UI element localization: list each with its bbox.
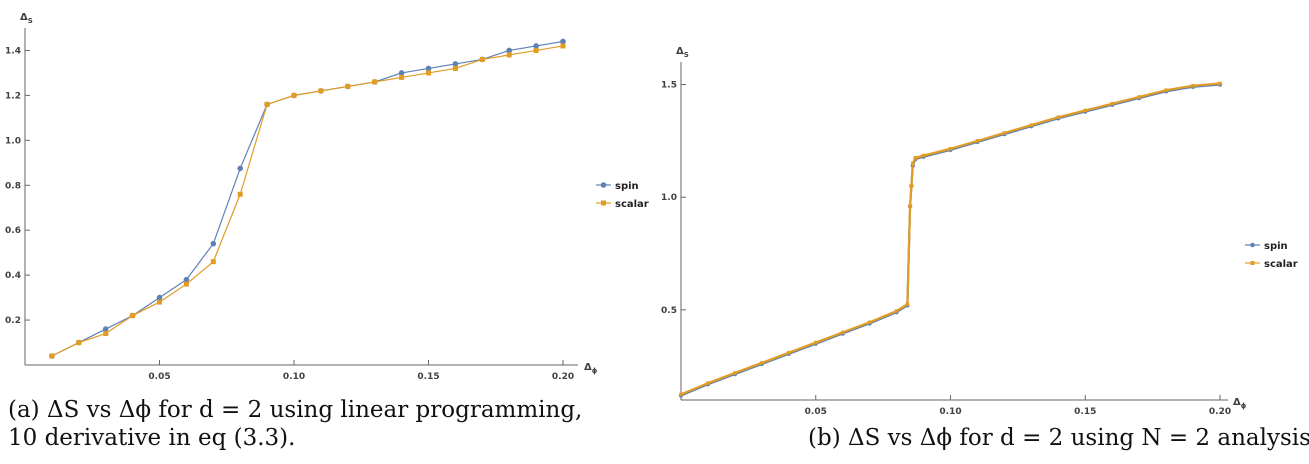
chart-b-y-tick-label: 1.5 — [661, 81, 677, 91]
chart-a-point-scalar — [49, 353, 55, 359]
chart-a-point-spin — [183, 276, 190, 283]
chart-b-point-scalar — [905, 302, 910, 306]
chart-a-x-tick-label: 0.10 — [283, 372, 305, 382]
chart-b-point-scalar — [814, 340, 818, 345]
chart-a-y-label: ΔS — [20, 12, 33, 25]
chart-b-point-scalar — [840, 330, 845, 335]
caption-a: (a) ΔS vs Δϕ for d = 2 using linear prog… — [8, 396, 582, 452]
chart-a-point-spin — [506, 47, 512, 54]
chart-b-point-scalar — [1056, 115, 1061, 119]
chart-b-point-scalar — [760, 361, 764, 365]
chart-b-point-scalar — [911, 161, 915, 166]
chart-a-legend: spin scalar — [596, 181, 649, 210]
chart-b-point-scalar — [679, 392, 683, 397]
chart-a-point-scalar — [318, 88, 324, 94]
chart-a-y-tick-label: 0.6 — [5, 226, 21, 236]
chart-a-point-scalar — [291, 92, 297, 98]
chart-a-series-scalar-line — [51, 45, 564, 357]
chart-b: 0.05 0.10 0.15 0.20 0.5 1.0 1.5 ΔS Δϕ spin sc… — [661, 46, 1298, 417]
chart-a-point-scalar — [479, 56, 485, 62]
chart-a-point-spin — [210, 240, 217, 247]
chart-a-y-tick-label: 0.8 — [5, 181, 21, 191]
chart-a-point-scalar — [560, 43, 566, 49]
chart-b-x-tick-label: 0.15 — [1074, 407, 1096, 417]
chart-b-point-scalar — [913, 156, 918, 160]
chart-b-point-scalar — [1218, 81, 1222, 86]
chart-b-y-tick-label: 1.0 — [661, 193, 677, 203]
chart-a-point-scalar — [76, 340, 82, 346]
chart-b-point-scalar — [975, 139, 980, 143]
chart-a-point-scalar — [506, 52, 512, 58]
chart-a-x-label: Δϕ — [584, 362, 598, 375]
chart-a-x-tick-label: 0.20 — [552, 372, 574, 382]
chart-b-point-scalar — [1110, 101, 1114, 106]
chart-b-point-scalar — [787, 350, 791, 355]
chart-a-point-spin — [560, 38, 566, 45]
chart-b-point-scalar — [867, 320, 872, 325]
chart-a-point-spin — [425, 65, 432, 72]
chart-a-point-spin — [533, 43, 539, 49]
chart-b-x-tick-label: 0.20 — [1209, 407, 1231, 417]
chart-b-point-scalar — [948, 147, 953, 151]
chart-a-x-tick-label: 0.15 — [417, 372, 439, 382]
chart-b-legend-spin: spin — [1264, 241, 1288, 252]
chart-a-point-scalar — [533, 47, 539, 53]
chart-a-y-tick-label: 1.4 — [5, 46, 21, 56]
chart-a-y-tick-label: 0.2 — [5, 316, 21, 326]
chart-b-point-scalar — [706, 381, 710, 385]
chart-b-point-scalar — [921, 153, 926, 158]
chart-a-point-scalar — [210, 259, 216, 265]
chart-b-point-scalar — [1137, 95, 1141, 99]
chart-b-point-scalar — [1191, 83, 1195, 88]
chart-a-series-spin-line — [51, 40, 564, 357]
chart-b-y-label: ΔS — [676, 46, 689, 59]
chart-b-point-scalar — [1164, 88, 1168, 92]
chart-b-point-scalar — [908, 204, 912, 208]
chart-b-x-label: Δϕ — [1233, 397, 1247, 410]
chart-a-point-scalar — [426, 70, 431, 76]
chart-b-series-spin-line — [680, 83, 1221, 397]
caption-a-line-2: 10 derivative in eq (3.3). — [8, 425, 296, 451]
chart-a-y-tick-label: 1.2 — [5, 91, 21, 101]
chart-a: 0.05 0.10 0.15 0.20 0.2 0.4 0.6 0.8 1.0 1.2 1.4 Δ… — [5, 12, 649, 382]
chart-a-point-scalar — [452, 65, 458, 71]
chart-a-legend-spin: spin — [615, 181, 639, 192]
chart-b-point-scalar — [909, 184, 914, 188]
chart-b-point-scalar — [1029, 123, 1034, 127]
chart-a-point-spin — [156, 294, 163, 301]
chart-a-point-spin — [102, 326, 109, 332]
chart-a-point-scalar — [103, 331, 109, 337]
chart-a-point-spin — [237, 165, 243, 172]
chart-a-point-scalar — [399, 74, 405, 80]
chart-a-point-spin — [398, 70, 405, 76]
chart-a-x-tick-label: 0.05 — [148, 372, 170, 382]
chart-a-y-tick-label: 0.4 — [5, 271, 21, 281]
chart-b-y-tick-label: 0.5 — [661, 306, 677, 316]
chart-a-legend-scalar: scalar — [615, 199, 649, 210]
caption-b: (b) ΔS vs Δϕ for d = 2 using N = 2 analy… — [808, 424, 1309, 452]
chart-a-point-scalar — [264, 101, 270, 107]
chart-b-legend-scalar: scalar — [1264, 259, 1298, 270]
chart-a-point-scalar — [372, 79, 378, 85]
chart-b-x-tick-label: 0.05 — [805, 407, 827, 417]
chart-a-point-scalar — [345, 83, 351, 89]
chart-b-point-scalar — [733, 371, 737, 375]
chart-b-point-scalar — [894, 309, 899, 313]
chart-a-point-scalar — [157, 299, 162, 305]
chart-b-point-scalar — [1083, 108, 1087, 113]
chart-b-series-scalar-line — [680, 82, 1221, 396]
chart-a-point-scalar — [237, 191, 243, 197]
chart-a-point-scalar — [130, 313, 136, 319]
chart-a-point-spin — [452, 61, 459, 67]
caption-a-line-1: (a) ΔS vs Δϕ for d = 2 using linear prog… — [8, 397, 583, 423]
chart-a-y-tick-label: 1.0 — [5, 136, 21, 146]
caption-b-line-1: (b) ΔS vs Δϕ for d = 2 using N = 2 analy… — [808, 425, 1309, 451]
chart-b-point-scalar — [1002, 131, 1007, 135]
chart-a-point-scalar — [183, 281, 189, 287]
chart-b-x-tick-label: 0.10 — [939, 407, 961, 417]
chart-b-legend: spin scalar — [1245, 241, 1298, 270]
